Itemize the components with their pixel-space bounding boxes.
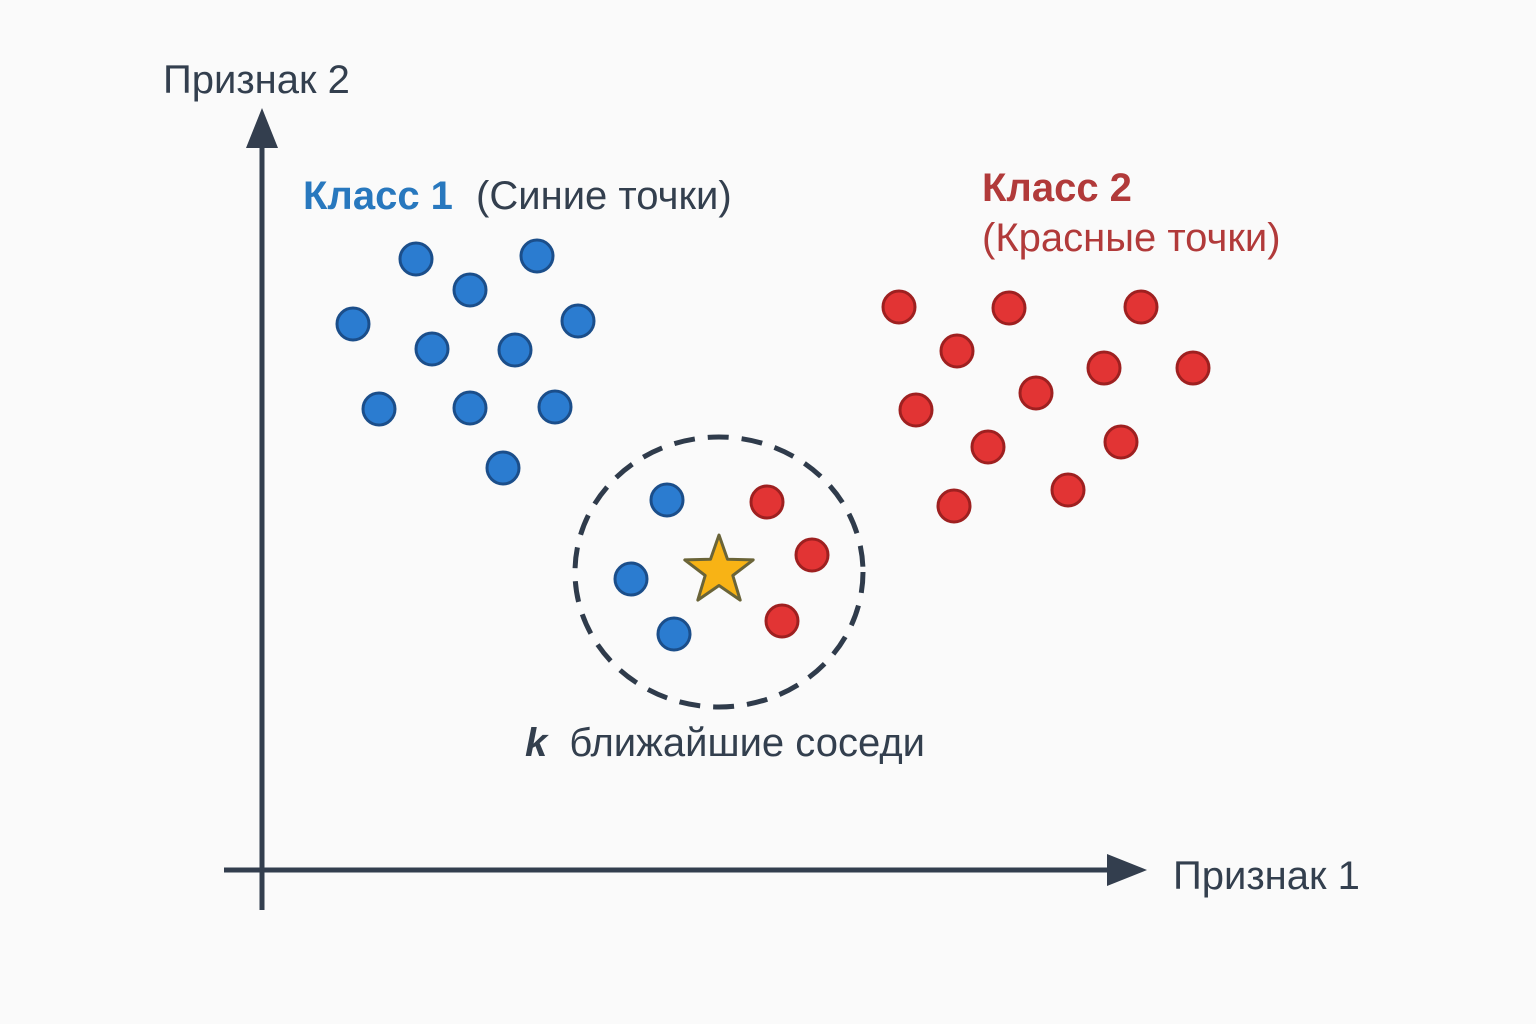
class2-point bbox=[991, 290, 1027, 326]
class1-point bbox=[485, 450, 521, 486]
neighbor-class2-point bbox=[749, 484, 785, 520]
class2-point bbox=[881, 289, 917, 325]
query-point-star-icon bbox=[683, 533, 755, 602]
class1-name: Класс 1 bbox=[303, 174, 453, 218]
x-axis bbox=[224, 854, 1147, 886]
class2-point bbox=[1018, 375, 1054, 411]
class1-point bbox=[335, 306, 371, 342]
knn-caption: k ближайшие соседи bbox=[525, 721, 925, 765]
neighbor-class2-point bbox=[794, 537, 830, 573]
neighborhood-class1-points bbox=[613, 482, 692, 652]
class1-point bbox=[519, 238, 555, 274]
class1-point bbox=[398, 241, 434, 277]
knn-neighborhood bbox=[572, 434, 866, 710]
class1-point bbox=[452, 390, 488, 426]
class2-label: Класс 2 bbox=[982, 166, 1132, 210]
class1-point bbox=[361, 391, 397, 427]
class2-point bbox=[1050, 472, 1086, 508]
x-axis-arrow-icon bbox=[1107, 854, 1147, 886]
class2-point bbox=[898, 392, 934, 428]
class2-name: Класс 2 bbox=[982, 166, 1132, 210]
class1-point bbox=[497, 332, 533, 368]
class1-point bbox=[414, 331, 450, 367]
class1-label: Класс 1 (Синие точки) bbox=[303, 174, 732, 218]
y-axis-label: Признак 2 bbox=[163, 58, 350, 102]
class2-point bbox=[970, 429, 1006, 465]
class2-point bbox=[1103, 424, 1139, 460]
x-axis-label: Признак 1 bbox=[1173, 854, 1360, 898]
class1-cluster bbox=[335, 238, 596, 486]
class2-point bbox=[1175, 350, 1211, 386]
class2-point bbox=[1123, 289, 1159, 325]
class2-point bbox=[939, 333, 975, 369]
neighbor-class1-point bbox=[613, 561, 649, 597]
class2-sublabel: (Красные точки) bbox=[982, 216, 1281, 260]
class2-point bbox=[936, 488, 972, 524]
class2-cluster bbox=[881, 289, 1211, 524]
y-axis-arrow-icon bbox=[246, 108, 278, 148]
neighbor-class2-point bbox=[764, 603, 800, 639]
class2-desc: (Красные точки) bbox=[982, 216, 1281, 260]
y-axis bbox=[246, 108, 278, 910]
knn-caption-k: k bbox=[525, 721, 549, 765]
knn-caption-rest: ближайшие соседи bbox=[569, 721, 925, 765]
class1-desc: (Синие точки) bbox=[476, 174, 732, 218]
neighborhood-class2-points bbox=[749, 484, 830, 639]
class1-point bbox=[452, 272, 488, 308]
class1-point bbox=[537, 389, 573, 425]
neighbor-class1-point bbox=[656, 616, 692, 652]
class2-point bbox=[1086, 350, 1122, 386]
neighborhood-circle bbox=[572, 434, 866, 710]
class1-point bbox=[560, 303, 596, 339]
neighbor-class1-point bbox=[649, 482, 685, 518]
